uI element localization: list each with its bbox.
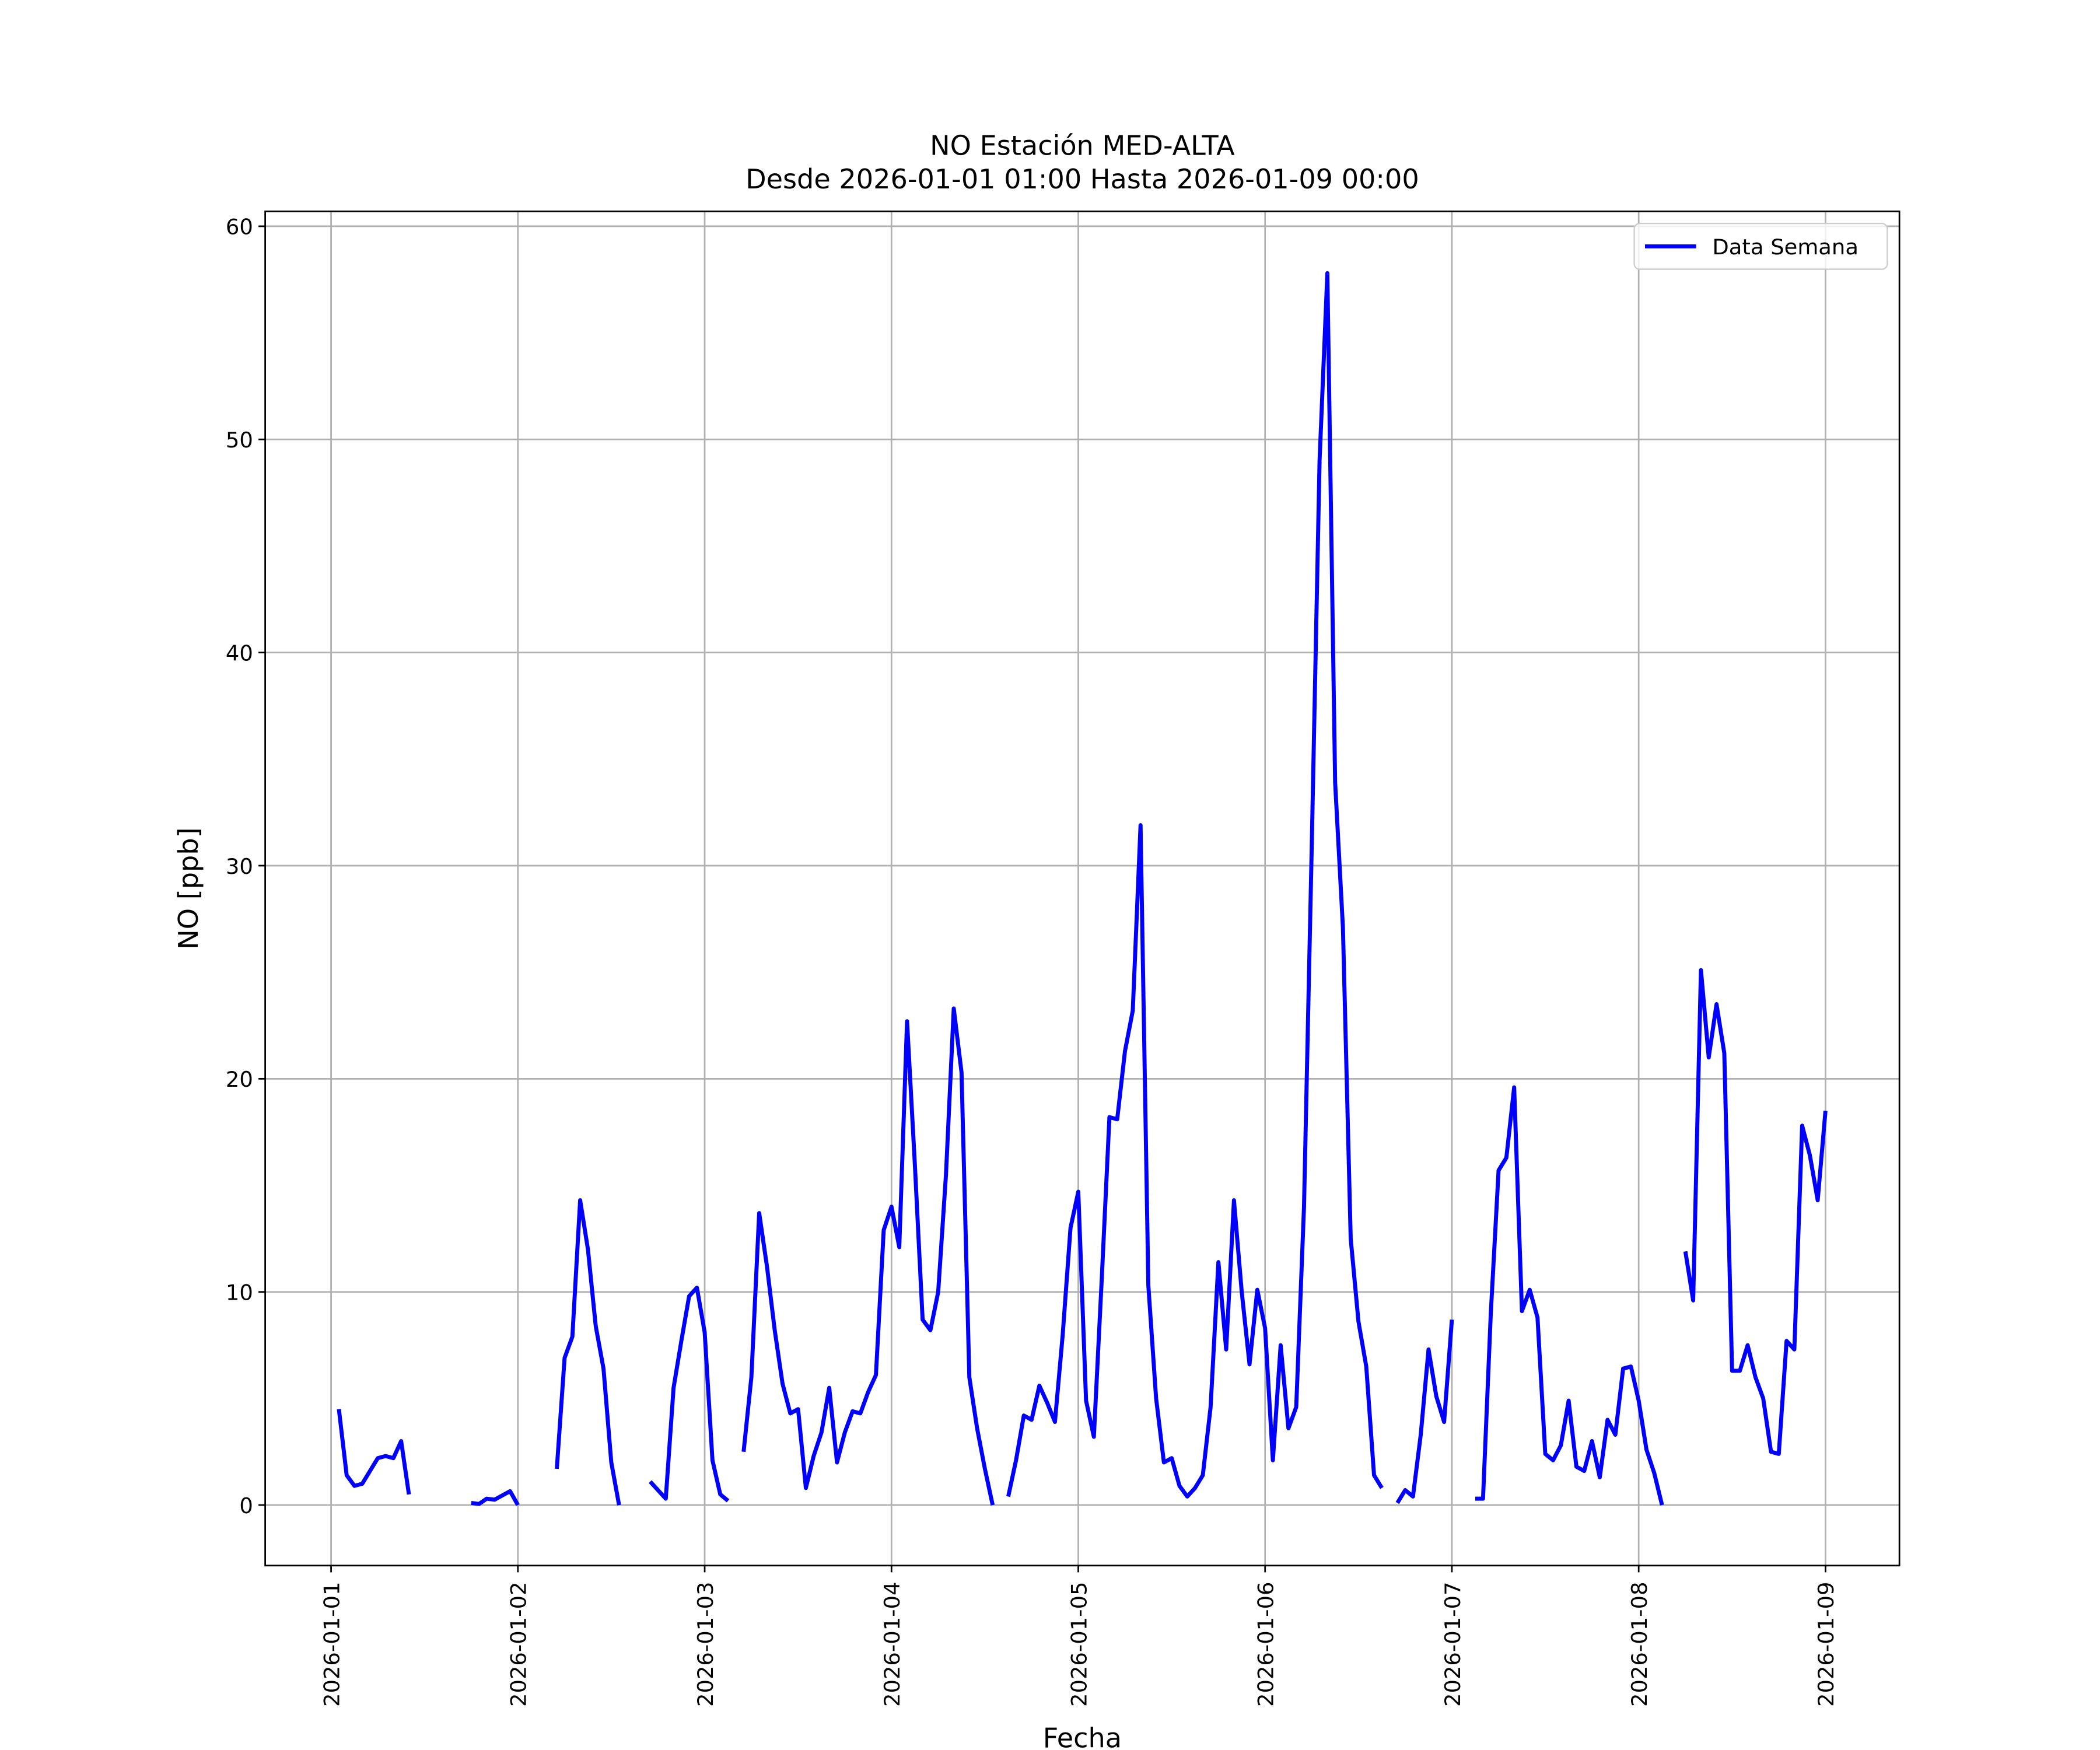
y-tick-label: 40 bbox=[226, 640, 253, 666]
x-tick-label: 2026-01-06 bbox=[1254, 1582, 1279, 1707]
x-tick-label: 2026-01-09 bbox=[1814, 1582, 1839, 1707]
y-tick-label: 60 bbox=[226, 215, 253, 240]
y-tick-label: 10 bbox=[226, 1280, 253, 1306]
chart-title: NO Estación MED-ALTA bbox=[930, 130, 1235, 161]
legend-label: Data Semana bbox=[1712, 235, 1859, 260]
y-tick-label: 0 bbox=[239, 1493, 253, 1518]
chart-subtitle: Desde 2026-01-01 01:00 Hasta 2026-01-09 … bbox=[746, 163, 1419, 195]
x-tick-label: 2026-01-01 bbox=[319, 1582, 344, 1707]
y-tick-label: 20 bbox=[226, 1067, 253, 1092]
legend-box bbox=[1633, 222, 1888, 270]
x-tick-label: 2026-01-03 bbox=[693, 1582, 718, 1707]
x-tick-label: 2026-01-05 bbox=[1066, 1582, 1091, 1707]
x-tick-label: 2026-01-02 bbox=[506, 1582, 531, 1707]
plot-frame bbox=[264, 210, 1901, 1567]
x-tick-label: 2026-01-07 bbox=[1440, 1582, 1465, 1707]
data-line bbox=[337, 271, 1828, 1506]
legend: Data Semana bbox=[1633, 222, 1888, 270]
x-tick-label: 2026-01-08 bbox=[1627, 1582, 1652, 1707]
y-tick-label: 50 bbox=[226, 428, 253, 453]
x-tick-label: 2026-01-04 bbox=[880, 1582, 905, 1707]
y-axis-label: NO [ppb] bbox=[173, 827, 204, 949]
x-axis-label: Fecha bbox=[1043, 1722, 1122, 1750]
y-tick-label: 30 bbox=[226, 854, 253, 879]
